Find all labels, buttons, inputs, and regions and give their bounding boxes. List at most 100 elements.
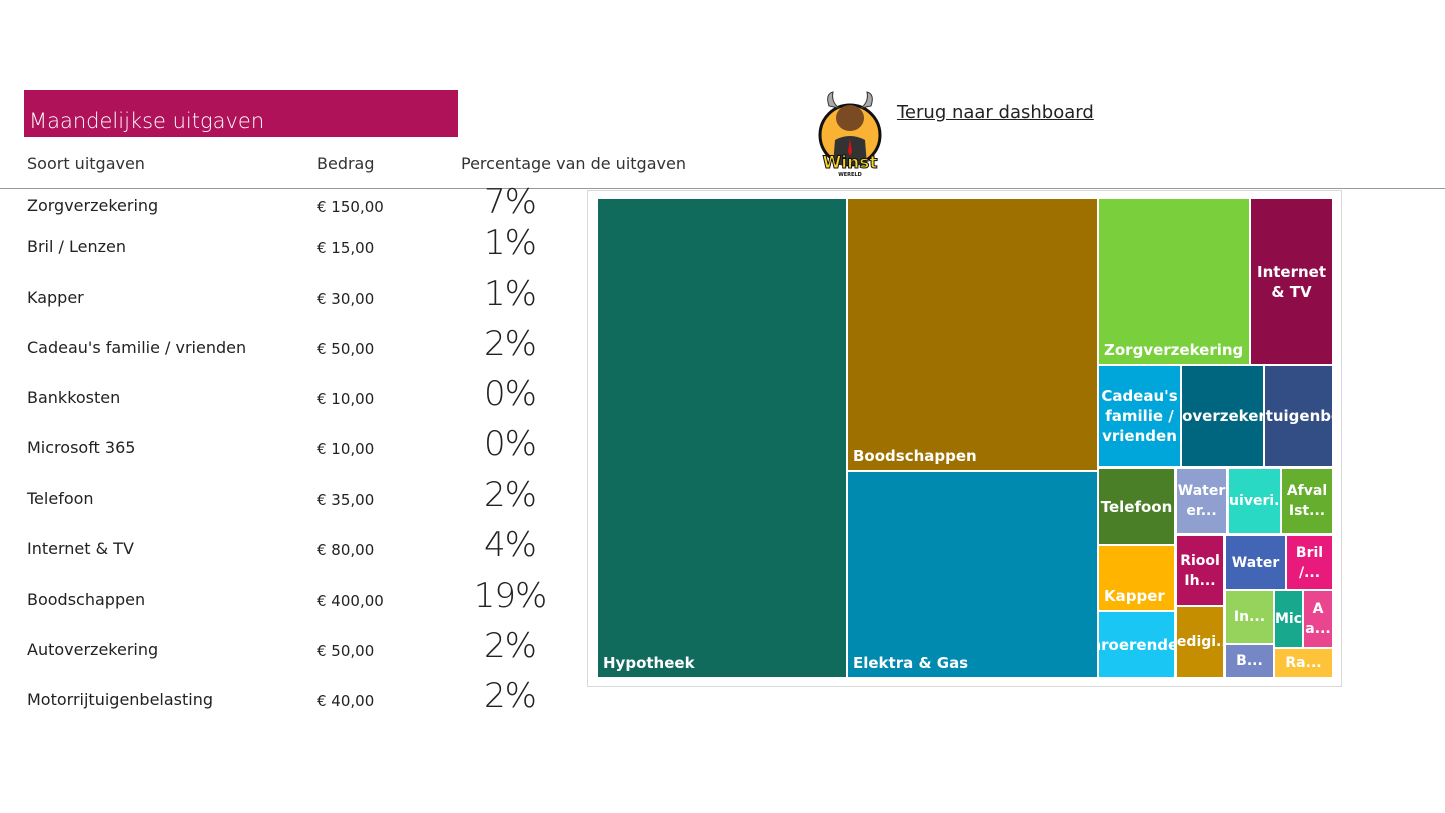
treemap-cell[interactable]: Elektra & Gas: [848, 472, 1097, 677]
treemap-cell[interactable]: Water: [1226, 536, 1285, 589]
expense-name: Bril / Lenzen: [27, 237, 127, 256]
expense-name: Zorgverzekering: [27, 196, 159, 215]
expense-percentage: 2%: [484, 324, 537, 364]
table-row: Telefoon € 35,00 2%: [0, 475, 560, 529]
expense-percentage: 4%: [484, 525, 537, 565]
treemap-cell-label: Ra...: [1285, 655, 1322, 671]
expense-percentage: 2%: [484, 676, 537, 716]
treemap-cell[interactable]: Zuiveri...: [1229, 469, 1280, 533]
treemap-cell[interactable]: Ledigi...: [1177, 607, 1223, 677]
treemap-cell-label: Boodschappen: [853, 447, 977, 465]
treemap-chart: [587, 190, 1342, 687]
treemap-cell[interactable]: Water er...: [1177, 469, 1226, 533]
expense-percentage: 1%: [484, 274, 537, 314]
expense-amount: € 80,00: [317, 541, 375, 559]
treemap-cell-label: Motorrijtuigenbelasting: [1265, 407, 1332, 425]
table-row: Kapper € 30,00 1%: [0, 274, 560, 328]
treemap-cell-label: Water: [1231, 554, 1280, 571]
treemap-cell-label: Zorgverzekering: [1104, 341, 1244, 359]
treemap-cell-label: Telefoon: [1100, 497, 1173, 516]
header-category: Soort uitgaven: [27, 154, 145, 173]
treemap-cell[interactable]: Afval Ist...: [1282, 469, 1332, 533]
expense-percentage: 7%: [484, 182, 537, 222]
expense-percentage: 2%: [484, 626, 537, 666]
table-row: Bril / Lenzen € 15,00 1%: [0, 223, 560, 277]
header-amount: Bedrag: [317, 154, 375, 173]
svg-text:WERELD: WERELD: [838, 172, 862, 178]
treemap-cell-label: Internet & TV: [1256, 262, 1327, 301]
treemap-cell[interactable]: Hypotheek: [598, 199, 846, 677]
expense-percentage: 0%: [484, 424, 537, 464]
treemap-cell[interactable]: Motorrijtuigenbelasting: [1265, 366, 1332, 466]
treemap-cell-label: Autoverzekering: [1182, 407, 1263, 425]
treemap-cell[interactable]: Internet & TV: [1251, 199, 1332, 364]
treemap-cell-label: Water er...: [1177, 483, 1226, 519]
treemap-cell-label: Hypotheek: [603, 654, 695, 672]
page-title: Maandelijkse uitgaven: [24, 90, 458, 137]
treemap-cell-label: Kapper: [1104, 587, 1165, 605]
treemap-cell[interactable]: Autoverzekering: [1182, 366, 1263, 466]
expense-percentage: 1%: [484, 223, 537, 263]
treemap-cell-label: Elektra & Gas: [853, 654, 969, 672]
expense-name: Internet & TV: [27, 539, 134, 558]
expense-amount: € 50,00: [317, 642, 375, 660]
treemap-cell-label: Cadeau's familie / vrienden: [1101, 387, 1178, 445]
svg-text:Winst: Winst: [823, 153, 878, 173]
table-row: Motorrijtuigenbelasting € 40,00 2%: [0, 676, 560, 730]
treemap-cell[interactable]: Riool Ih...: [1177, 536, 1223, 605]
expense-name: Motorrijtuigenbelasting: [27, 690, 214, 709]
header-percentage: Percentage van de uitgaven: [461, 154, 686, 173]
expense-percentage: 19%: [473, 576, 548, 616]
expense-percentage: 2%: [484, 475, 537, 515]
table-row: Bankkosten € 10,00 0%: [0, 374, 560, 428]
expense-percentage: 0%: [484, 374, 537, 414]
expense-name: Kapper: [27, 288, 84, 307]
expense-amount: € 50,00: [317, 340, 375, 358]
treemap-cell-label: Mic: [1275, 611, 1302, 627]
expense-amount: € 10,00: [317, 440, 375, 458]
treemap-cell[interactable]: A a...: [1304, 591, 1332, 647]
expense-name: Microsoft 365: [27, 438, 136, 457]
treemap-cell-label: A a...: [1305, 601, 1331, 637]
treemap-cell[interactable]: Ra...: [1275, 649, 1332, 677]
treemap-cell-label: Zuiveri...: [1229, 493, 1280, 509]
table-row: Autoverzekering € 50,00 2%: [0, 626, 560, 680]
expense-amount: € 150,00: [317, 198, 384, 216]
expense-name: Boodschappen: [27, 590, 146, 609]
treemap-cell-label: Riool Ih...: [1180, 552, 1220, 589]
back-to-dashboard-link[interactable]: Terug naar dashboard: [897, 102, 1094, 123]
divider: [0, 188, 1445, 189]
expense-amount: € 10,00: [317, 390, 375, 408]
expense-amount: € 15,00: [317, 239, 375, 257]
treemap-cell[interactable]: Onroerende...: [1099, 612, 1174, 677]
treemap-cell[interactable]: Kapper: [1099, 546, 1174, 610]
expense-amount: € 30,00: [317, 290, 375, 308]
treemap-cell[interactable]: Zorgverzekering: [1099, 199, 1249, 364]
treemap-cell[interactable]: Bril /...: [1287, 536, 1332, 589]
treemap-cell-label: Bril /...: [1295, 544, 1324, 581]
table-row: Boodschappen € 400,00 19%: [0, 576, 560, 630]
expense-name: Bankkosten: [27, 388, 121, 407]
expense-name: Cadeau's familie / vrienden: [27, 338, 247, 357]
treemap-cell-label: Afval Ist...: [1286, 483, 1328, 519]
treemap-cell[interactable]: Telefoon: [1099, 469, 1174, 544]
expense-amount: € 35,00: [317, 491, 375, 509]
expense-name: Telefoon: [27, 489, 94, 508]
winst-wereld-logo: Winst WERELD: [815, 90, 885, 178]
table-row: Zorgverzekering € 150,00 7%: [0, 182, 560, 236]
expense-amount: € 40,00: [317, 692, 375, 710]
treemap-cell[interactable]: B...: [1226, 645, 1273, 677]
treemap-cell[interactable]: Boodschappen: [848, 199, 1097, 470]
table-row: Internet & TV € 80,00 4%: [0, 525, 560, 579]
treemap-cell[interactable]: In...: [1226, 591, 1273, 643]
treemap-cell-label: Onroerende...: [1099, 635, 1174, 654]
treemap-cell-label: In...: [1233, 609, 1266, 625]
treemap-cell[interactable]: Mic: [1275, 591, 1302, 647]
treemap-cell-label: Ledigi...: [1177, 634, 1223, 650]
treemap-cell-label: B...: [1236, 653, 1263, 669]
expense-amount: € 400,00: [317, 592, 384, 610]
table-row: Cadeau's familie / vrienden € 50,00 2%: [0, 324, 560, 378]
table-row: Microsoft 365 € 10,00 0%: [0, 424, 560, 478]
expense-name: Autoverzekering: [27, 640, 159, 659]
treemap-cell[interactable]: Cadeau's familie / vrienden: [1099, 366, 1180, 466]
